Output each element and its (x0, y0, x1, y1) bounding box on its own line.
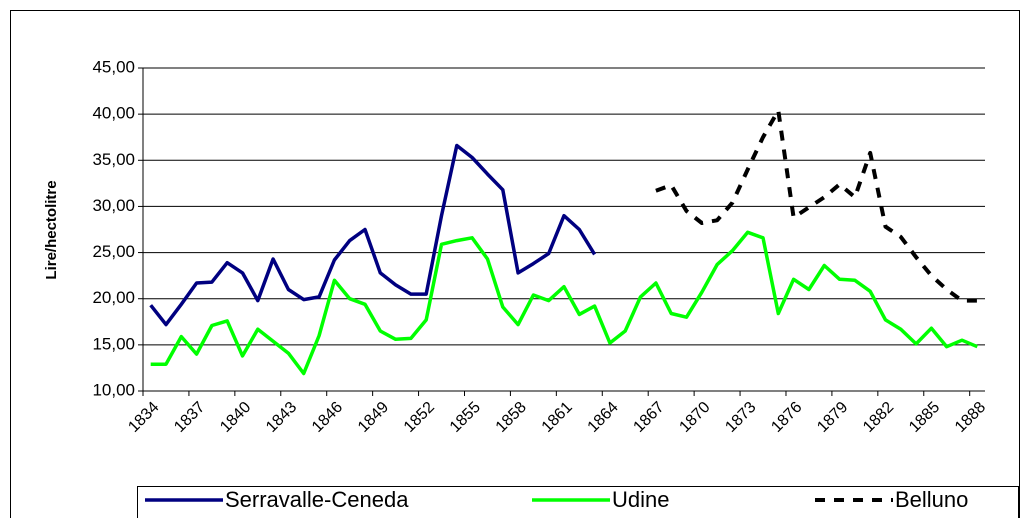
series-line (150, 230, 978, 376)
legend-label: Belluno (895, 487, 968, 512)
y-tick-label: 25,00 (92, 242, 135, 261)
y-tick-label: 10,00 (92, 380, 135, 399)
y-axis-label: Lire/hectolitre (43, 180, 60, 279)
y-tick-label: 35,00 (92, 150, 135, 169)
y-tick-label: 15,00 (92, 334, 135, 353)
y-tick-label: 45,00 (92, 57, 135, 76)
series-line (149, 143, 597, 327)
legend-label: Udine (612, 487, 669, 512)
y-tick-label: 40,00 (92, 104, 135, 123)
y-tick-label: 20,00 (92, 288, 135, 307)
series-line (655, 108, 978, 303)
legend-box (137, 486, 1019, 518)
y-tick-label: 30,00 (92, 196, 135, 215)
legend-label: Serravalle-Ceneda (225, 487, 409, 512)
